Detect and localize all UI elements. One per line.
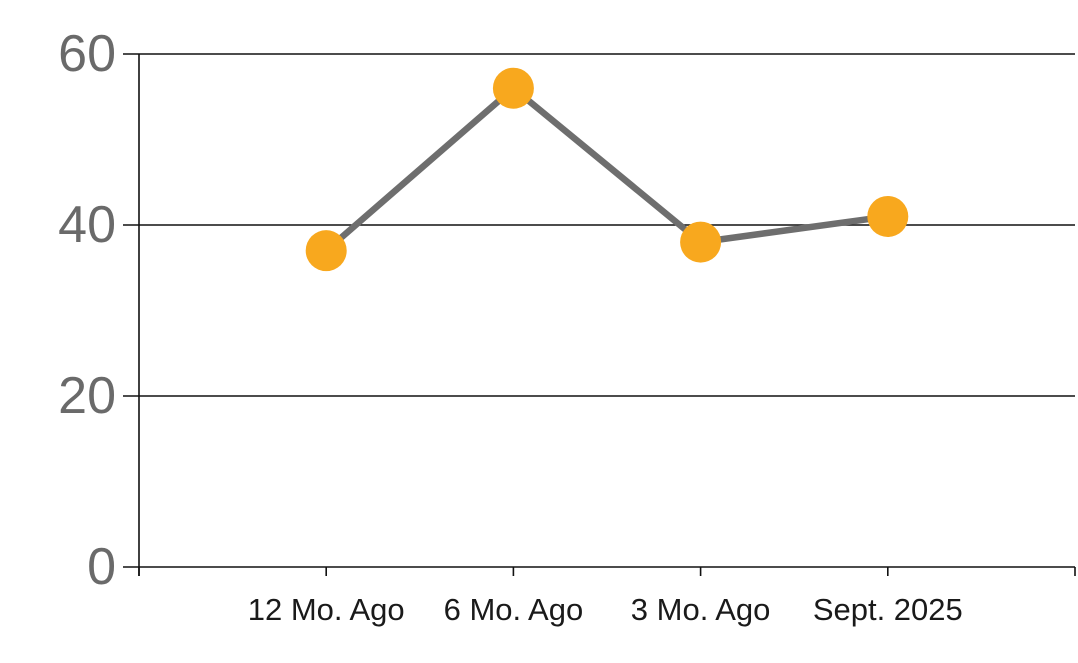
data-line (322, 84, 892, 254)
x-axis-category-label: 6 Mo. Ago (444, 592, 584, 627)
y-axis-tick-label: 60 (58, 25, 116, 83)
data-point-marker (680, 221, 722, 263)
y-axis-tick-label: 0 (87, 538, 116, 596)
x-axis-category-label: Sept. 2025 (813, 592, 963, 627)
data-point-marker (867, 195, 909, 237)
x-axis-category-label: 12 Mo. Ago (248, 592, 405, 627)
x-axis-category-label: 3 Mo. Ago (631, 592, 771, 627)
data-point-marker (305, 230, 347, 272)
data-point-marker (492, 67, 534, 109)
y-axis-tick-label: 40 (58, 196, 116, 254)
y-axis-tick-label: 20 (58, 367, 116, 425)
